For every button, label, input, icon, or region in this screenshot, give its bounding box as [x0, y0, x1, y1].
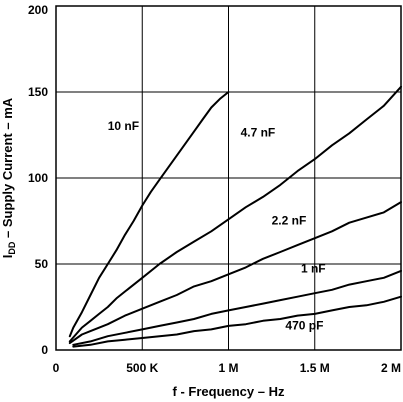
y-tick-label: 50 [35, 257, 49, 271]
x-tick-label: 1 M [218, 361, 238, 375]
y-tick-label: 200 [28, 3, 48, 17]
x-tick-label: 500 K [126, 361, 158, 375]
tick-labels: 0 500 K 1 M 1.5 M 2 M 0 50 100 150 200 [28, 3, 401, 375]
series-label-4-7-nf: 4.7 nF [241, 126, 276, 140]
grid [56, 6, 401, 350]
series-label-470-pf: 470 pF [285, 318, 323, 332]
x-tick-label: 0 [53, 361, 60, 375]
series-line-10-nf [68, 91, 230, 338]
y-axis-title-main: I [0, 255, 15, 259]
series-line-470-pf [72, 295, 402, 348]
series-line-1-nf [72, 269, 402, 346]
y-tick-label: 0 [41, 343, 48, 357]
plot-frame [55, 5, 402, 351]
y-tick-label: 150 [28, 85, 48, 99]
series-label-10-nf: 10 nF [108, 119, 139, 133]
series-label-2-2-nf: 2.2 nF [272, 213, 307, 227]
x-tick-label: 1.5 M [300, 361, 330, 375]
y-tick-label: 100 [28, 171, 48, 185]
x-tick-label: 2 M [381, 361, 401, 375]
series-line-4-7-nf [68, 85, 402, 343]
series-labels: 10 nF 4.7 nF 2.2 nF 1 nF 470 pF [108, 119, 326, 333]
y-axis-title-rest: – Supply Current – mA [0, 97, 15, 241]
y-axis-title-sub: DD [7, 241, 17, 254]
x-axis-title: f - Frequency – Hz [173, 384, 285, 399]
series-label-1-nf: 1 nF [301, 262, 326, 276]
series-line-2-2-nf [68, 201, 402, 345]
series-group [68, 85, 402, 348]
y-axis-title: IDD – Supply Current – mA [0, 97, 17, 258]
